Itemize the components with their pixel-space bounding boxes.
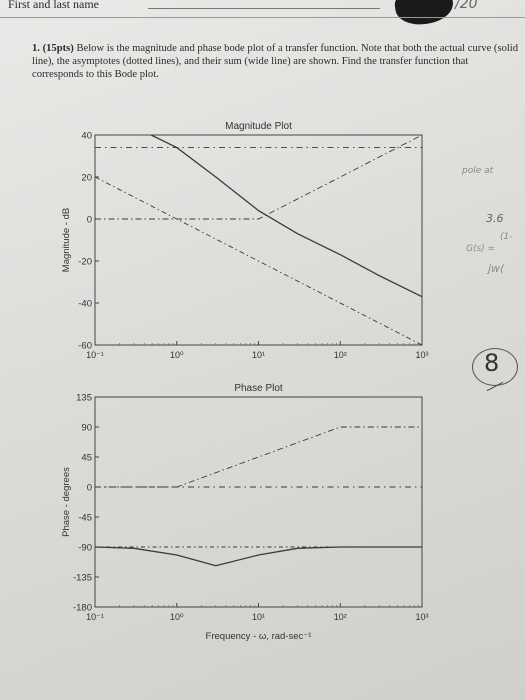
phase-x-tick-label: 10¹ bbox=[252, 612, 265, 622]
phase-x-tick-label: 10⁻¹ bbox=[86, 612, 104, 622]
magnitude-x-tick-label: 10⁻¹ bbox=[86, 350, 104, 360]
phase-plot: 10⁻¹ 10⁰ 10¹ 10² 10³ 135 90 45 0 -45 -90 -135 -180 Ph… bbox=[61, 383, 429, 642]
name-label: First and last name bbox=[8, 0, 99, 11]
magnitude-x-tick-label: 10² bbox=[334, 350, 347, 360]
magnitude-series-1-line bbox=[149, 135, 422, 298]
phase-y-tick-label: 45 bbox=[81, 453, 92, 464]
handwritten-note-gs: G(s) = bbox=[466, 244, 496, 254]
grade-circle bbox=[472, 348, 518, 386]
phase-y-tick-label: -135 bbox=[73, 573, 92, 584]
handwritten-note-pole: pole at bbox=[462, 166, 494, 176]
magnitude-x-tick-label: 10⁰ bbox=[170, 350, 184, 360]
grade-value: 8 bbox=[484, 349, 500, 377]
phase-x-tick-label: 10² bbox=[334, 612, 347, 622]
phase-y-tick-label: 90 bbox=[81, 423, 92, 434]
problem-statement: 1. (15pts) Below is the magnitude and ph… bbox=[32, 42, 520, 81]
problem-number: 1. bbox=[32, 43, 40, 54]
phase-y-tick-label: 135 bbox=[76, 393, 92, 404]
phase-y-tick-label: 0 bbox=[87, 483, 92, 494]
phase-y-axis-label: Phase - degrees bbox=[61, 467, 72, 537]
phase-frame bbox=[94, 396, 423, 608]
phase-series-2-line bbox=[95, 426, 422, 488]
magnitude-y-tick-label: -40 bbox=[78, 299, 92, 310]
magnitude-frame bbox=[94, 134, 423, 346]
phase-x-tick-label: 10³ bbox=[415, 612, 428, 622]
magnitude-y-tick-label: -60 bbox=[78, 341, 92, 352]
magnitude-y-tick-label: 20 bbox=[81, 173, 92, 184]
magnitude-series-4-line bbox=[95, 176, 422, 345]
phase-x-tick-label: 10⁰ bbox=[170, 612, 184, 622]
phase-x-axis-label: Frequency - ω, rad-sec⁻¹ bbox=[206, 631, 312, 642]
magnitude-y-tick-label: 40 bbox=[81, 131, 92, 142]
phase-y-tick-label: -45 bbox=[78, 513, 92, 524]
phase-y-tick-label: -90 bbox=[78, 543, 92, 554]
name-underline bbox=[148, 8, 380, 9]
handwritten-note-frac: (1- bbox=[500, 232, 513, 242]
score-mark: /20 bbox=[455, 0, 478, 12]
magnitude-plot: 10⁻¹ 10⁰ 10¹ 10² 10³ 40 20 0 -20 -40 -60 Magnitude … bbox=[61, 121, 429, 360]
phase-series-1-line bbox=[95, 546, 422, 567]
phase-y-tick-label: -180 bbox=[73, 603, 92, 614]
problem-text: Below is the magnitude and phase bode pl… bbox=[32, 43, 519, 80]
problem-points: (15pts) bbox=[42, 43, 74, 54]
handwritten-note-jw: jw( bbox=[488, 262, 505, 275]
header-rule bbox=[0, 17, 525, 18]
magnitude-y-tick-label: -20 bbox=[78, 257, 92, 268]
handwritten-note-value: 3.6 bbox=[486, 212, 504, 225]
magnitude-x-tick-label: 10¹ bbox=[252, 350, 265, 360]
magnitude-y-tick-label: 0 bbox=[87, 215, 92, 226]
magnitude-y-axis-label: Magnitude - dB bbox=[61, 208, 72, 272]
phase-title: Phase Plot bbox=[234, 383, 283, 394]
magnitude-x-tick-label: 10³ bbox=[415, 350, 428, 360]
magnitude-title: Magnitude Plot bbox=[225, 121, 292, 132]
